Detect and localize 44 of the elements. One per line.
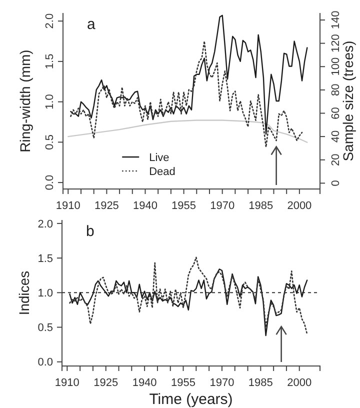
y2-tick-label: 0 xyxy=(330,180,342,186)
line-series xyxy=(70,14,308,135)
y-tick-label: 0.0 xyxy=(44,174,56,190)
y-tick-label: 1.5 xyxy=(38,252,53,265)
x-axis-title: Time (years) xyxy=(149,391,233,408)
y-tick-label: 0.0 xyxy=(38,356,53,369)
x-tick-label: 2000 xyxy=(287,376,312,389)
x-tick-label: 1910 xyxy=(56,200,80,212)
x-tick-label: 1955 xyxy=(172,200,196,212)
y-axis-title: Indices xyxy=(16,270,32,316)
x-tick-label: 2000 xyxy=(287,200,312,212)
y2-axis-title: Sample size (trees) xyxy=(340,40,356,162)
line-series xyxy=(70,40,303,148)
x-tick-label: 1985 xyxy=(248,200,274,212)
y-tick-label: 1.0 xyxy=(38,288,53,300)
x-tick-label: 1910 xyxy=(54,376,80,389)
line-series xyxy=(68,120,308,143)
y2-tick-label: 40 xyxy=(330,130,342,143)
x-tick-label: 1985 xyxy=(248,376,273,389)
y-tick-label: 1.0 xyxy=(44,94,56,110)
y-tick-label: 2.0 xyxy=(44,13,56,29)
y2-tick-label: 100 xyxy=(330,57,342,76)
x-tick-label: 1925 xyxy=(94,200,119,212)
x-tick-label: 1955 xyxy=(171,376,196,389)
x-tick-label: 1970 xyxy=(210,200,235,212)
legend-label: Dead xyxy=(149,166,176,178)
chart-title: a xyxy=(87,16,96,33)
chart-title: b xyxy=(86,223,94,240)
x-tick-label: 1970 xyxy=(210,376,234,389)
y2-tick-label: 120 xyxy=(330,34,342,52)
y2-tick-label: 80 xyxy=(330,84,342,96)
y-tick-label: 1.5 xyxy=(44,54,56,70)
legend-label: Live xyxy=(149,152,170,164)
x-tick-label: 1940 xyxy=(133,200,158,212)
x-tick-label: 1925 xyxy=(94,376,118,389)
y2-tick-label: 60 xyxy=(330,107,342,120)
y2-tick-label: 140 xyxy=(330,10,342,30)
line-series xyxy=(69,268,308,336)
y-tick-label: 2.0 xyxy=(38,218,53,230)
y2-tick-label: 20 xyxy=(330,154,342,166)
y-tick-label: 0.5 xyxy=(44,134,56,150)
y-axis-title: Ring-width (mm) xyxy=(17,50,33,152)
x-tick-label: 1940 xyxy=(132,376,157,389)
y-tick-label: 0.5 xyxy=(38,322,53,334)
